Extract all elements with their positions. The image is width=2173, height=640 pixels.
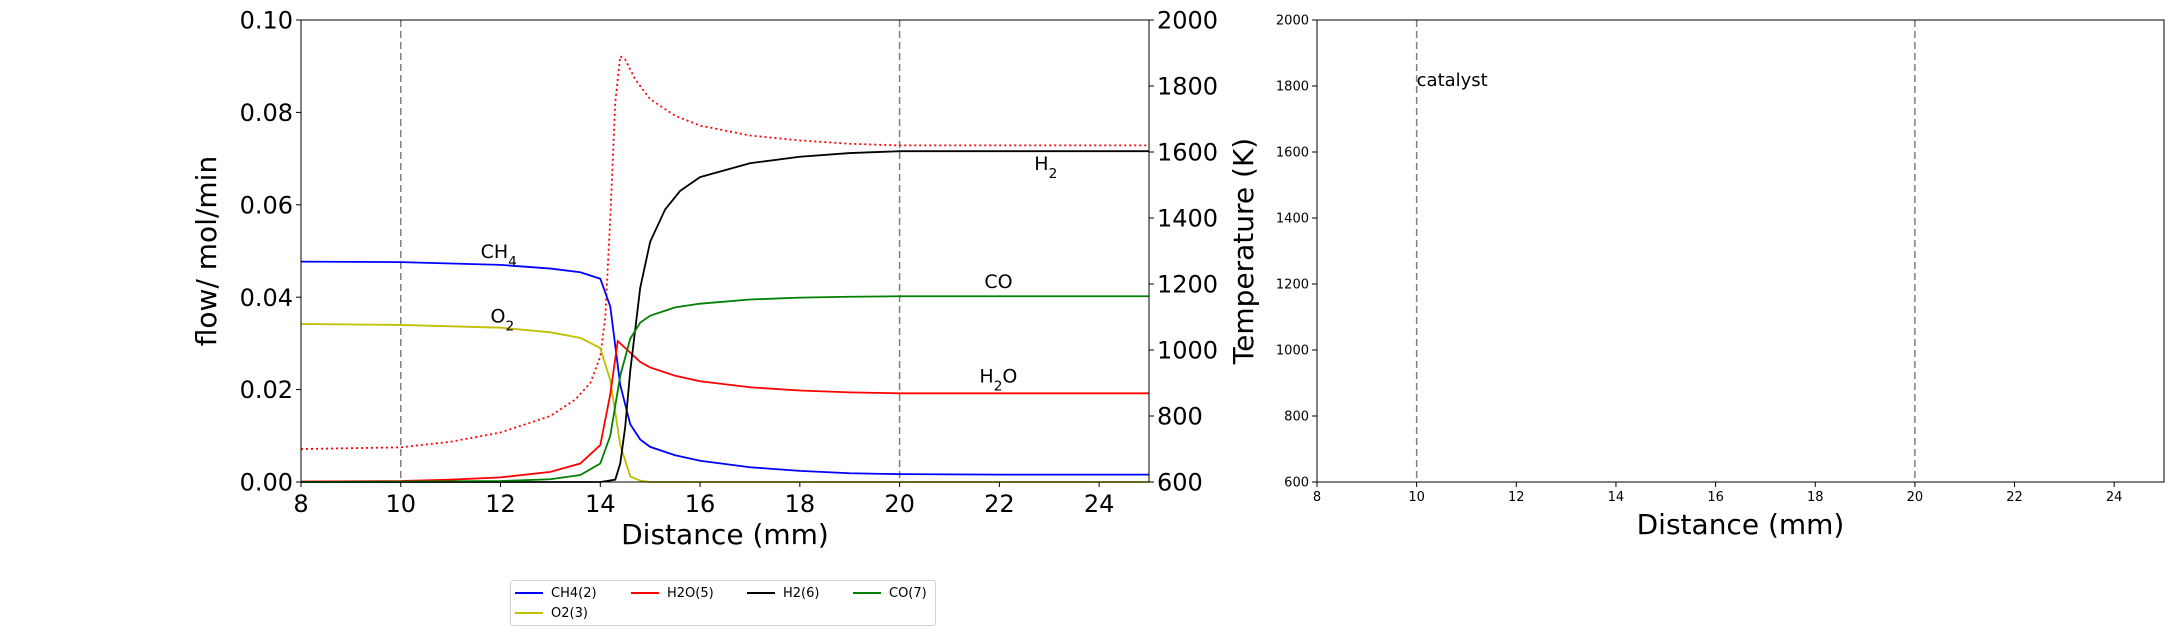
y-axis-label: flow/ mol/min — [190, 156, 223, 346]
x-axis-label: Distance (mm) — [621, 518, 829, 551]
y2-tick-label-600: 600 — [1157, 469, 1203, 497]
x-tick-label-14: 14 — [1608, 490, 1625, 505]
x-tick-label-18: 18 — [785, 490, 816, 518]
annotation-co: CO — [984, 271, 1012, 293]
y2-axis-label: Temperature (K) — [1227, 138, 1260, 365]
y-tick-label-800: 800 — [1284, 410, 1309, 425]
annotation-ch4: CH4 — [481, 241, 517, 270]
y2-tick-label-1600: 1600 — [1157, 139, 1218, 167]
x-tick-label-18: 18 — [1807, 490, 1824, 505]
plot-frame — [300, 19, 1150, 483]
x-tick-label-8: 8 — [293, 490, 308, 518]
y-tick-label-600: 600 — [1284, 476, 1309, 491]
x-tick-label-24: 24 — [1084, 490, 1115, 518]
annotation-o2: O2 — [491, 306, 515, 335]
y2-tick-label-1800: 1800 — [1157, 73, 1218, 101]
right-plot: 8 10 12 14 16 18 20 22 24 600 800 1000 1200 1400 1600 1… — [1276, 14, 2165, 541]
legend-entry-h2: H2(6) — [747, 587, 819, 601]
y-tick-label-0-04: 0.04 — [240, 284, 293, 312]
legend-label-o2: O2(3) — [551, 606, 588, 621]
legend-swatch-h2 — [747, 591, 775, 594]
temperature-line — [300, 54, 1149, 450]
y2-tick-label-1000: 1000 — [1157, 337, 1218, 365]
x-tick-label-20: 20 — [884, 490, 915, 518]
annotation-h2o: H2O — [979, 366, 1017, 395]
y-tick-label-0-08: 0.08 — [240, 99, 293, 127]
y-tick-label-2000: 2000 — [1276, 14, 1309, 29]
series-line-co-7 — [300, 295, 1149, 483]
annotation-h2: H2 — [1034, 153, 1057, 182]
legend-swatch-h2o — [631, 591, 659, 594]
plot-frame — [1316, 19, 2165, 483]
x-tick-label-20: 20 — [1907, 490, 1924, 505]
x-tick-label-22: 22 — [984, 490, 1015, 518]
legend-label-co: CO(7) — [889, 586, 927, 601]
x-tick-label-10: 10 — [1408, 490, 1425, 505]
x-tick-label-14: 14 — [585, 490, 616, 518]
y-tick-label-1600: 1600 — [1276, 146, 1309, 161]
x-tick-label-8: 8 — [1313, 490, 1321, 505]
y-tick-label-0-10: 0.10 — [240, 7, 293, 35]
y-tick-label-0-00: 0.00 — [240, 469, 293, 497]
legend-label-h2o: H2O(5) — [667, 586, 714, 601]
y2-tick-label-800: 800 — [1157, 403, 1203, 431]
x-tick-label-10: 10 — [385, 490, 416, 518]
series-line-h2-6 — [301, 150, 1149, 483]
x-tick-label-24: 24 — [2106, 490, 2123, 505]
y2-tick-label-1200: 1200 — [1157, 271, 1218, 299]
legend-swatch-ch4 — [515, 591, 543, 594]
annotation-catalyst: catalyst — [1417, 70, 1488, 91]
y-tick-label-0-02: 0.02 — [240, 376, 293, 404]
legend-swatch-co — [853, 591, 881, 594]
left-plot: 8 10 12 14 16 18 20 22 24 0.00 0.02 0.04 0.06 0.08 0.1… — [190, 7, 1260, 551]
legend-label-h2: H2(6) — [783, 586, 820, 601]
series-line-o2-3 — [300, 323, 1149, 483]
y-tick-label-0-06: 0.06 — [240, 191, 293, 219]
x-tick-label-16: 16 — [1707, 490, 1724, 505]
y-tick-label-1200: 1200 — [1276, 278, 1309, 293]
x-tick-label-16: 16 — [685, 490, 716, 518]
legend-swatch-o2 — [515, 611, 543, 614]
series-line-h2o-5 — [300, 339, 1149, 483]
y-tick-label-1800: 1800 — [1276, 80, 1309, 95]
legend-entry-o2: O2(3) — [515, 607, 588, 621]
x-tick-label-22: 22 — [2006, 490, 2023, 505]
legend-entry-co: CO(7) — [853, 587, 927, 601]
legend: CH4(2) H2O(5) H2(6) CO(7) O2(3) — [510, 580, 936, 626]
x-axis-label: Distance (mm) — [1637, 508, 1845, 541]
x-tick-label-12: 12 — [485, 490, 516, 518]
legend-entry-h2o: H2O(5) — [631, 587, 714, 601]
legend-entry-ch4: CH4(2) — [515, 587, 597, 601]
series-line-ch4-2 — [300, 260, 1149, 476]
x-tick-label-12: 12 — [1508, 490, 1525, 505]
y2-tick-label-1400: 1400 — [1157, 205, 1218, 233]
y-tick-label-1000: 1000 — [1276, 344, 1309, 359]
y-tick-label-1400: 1400 — [1276, 212, 1309, 227]
y2-tick-label-2000: 2000 — [1157, 7, 1218, 35]
legend-label-ch4: CH4(2) — [551, 586, 597, 601]
